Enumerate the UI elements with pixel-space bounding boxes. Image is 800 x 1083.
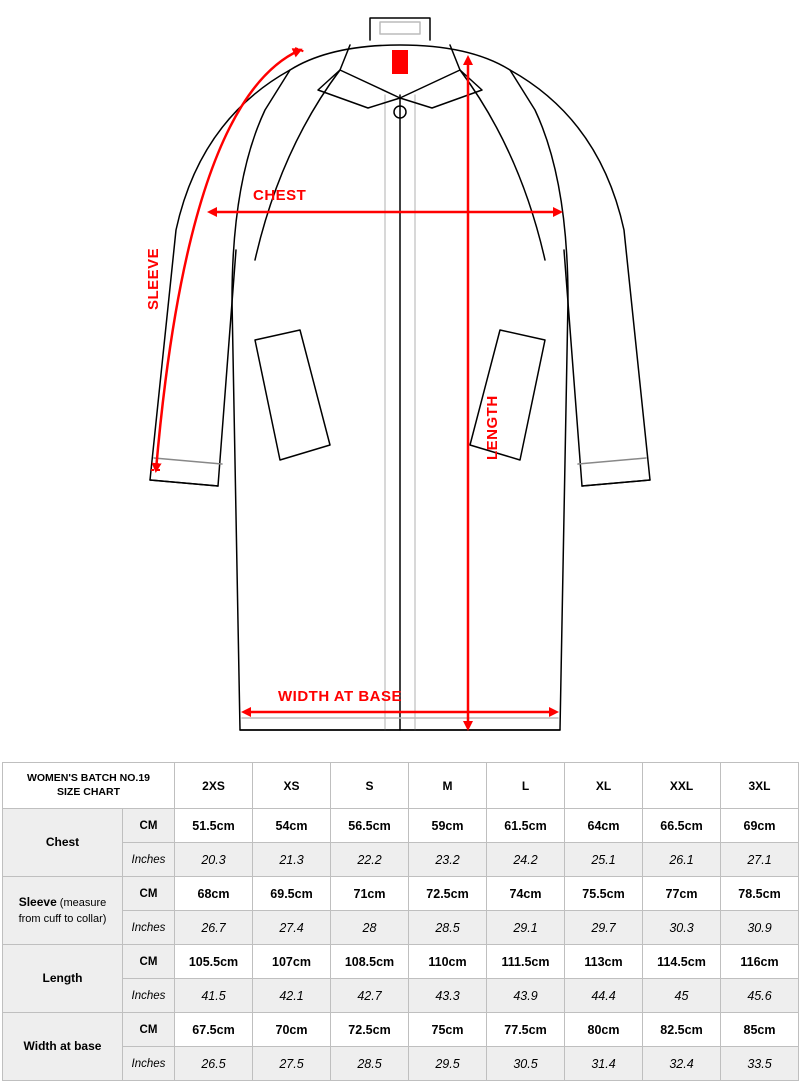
value-in: 29.7 [565, 911, 643, 945]
value-cm: 77.5cm [487, 1013, 565, 1047]
value-cm: 78.5cm [721, 877, 799, 911]
value-in: 30.5 [487, 1047, 565, 1081]
value-in: 29.1 [487, 911, 565, 945]
value-cm: 108.5cm [331, 945, 409, 979]
value-cm: 82.5cm [643, 1013, 721, 1047]
value-in: 41.5 [175, 979, 253, 1013]
unit-in: Inches [123, 843, 175, 877]
value-in: 33.5 [721, 1047, 799, 1081]
value-in: 20.3 [175, 843, 253, 877]
value-in: 43.3 [409, 979, 487, 1013]
value-cm: 69.5cm [253, 877, 331, 911]
value-cm: 68cm [175, 877, 253, 911]
value-in: 30.9 [721, 911, 799, 945]
value-cm: 113cm [565, 945, 643, 979]
value-in: 42.7 [331, 979, 409, 1013]
value-in: 24.2 [487, 843, 565, 877]
value-cm: 64cm [565, 809, 643, 843]
coat-svg [0, 0, 800, 760]
value-in: 44.4 [565, 979, 643, 1013]
unit-cm: CM [123, 809, 175, 843]
size-chart-table: WOMEN'S BATCH NO.19 SIZE CHART 2XS XS S … [2, 762, 799, 1081]
value-in: 22.2 [331, 843, 409, 877]
value-in: 27.5 [253, 1047, 331, 1081]
value-cm: 105.5cm [175, 945, 253, 979]
value-cm: 110cm [409, 945, 487, 979]
value-cm: 56.5cm [331, 809, 409, 843]
size-head: XS [253, 763, 331, 809]
label-width-at-base: WIDTH AT BASE [278, 688, 402, 705]
unit-cm: CM [123, 877, 175, 911]
value-cm: 85cm [721, 1013, 799, 1047]
measure-label: Width at base [3, 1013, 123, 1081]
unit-cm: CM [123, 1013, 175, 1047]
value-cm: 51.5cm [175, 809, 253, 843]
value-cm: 69cm [721, 809, 799, 843]
value-in: 31.4 [565, 1047, 643, 1081]
value-cm: 72.5cm [409, 877, 487, 911]
size-head: M [409, 763, 487, 809]
table-header: WOMEN'S BATCH NO.19 SIZE CHART 2XS XS S … [3, 763, 799, 809]
value-cm: 54cm [253, 809, 331, 843]
value-in: 28 [331, 911, 409, 945]
value-cm: 59cm [409, 809, 487, 843]
unit-in: Inches [123, 1047, 175, 1081]
value-in: 26.7 [175, 911, 253, 945]
title-line1: WOMEN'S BATCH NO.19 [27, 772, 150, 784]
unit-cm: CM [123, 945, 175, 979]
value-cm: 114.5cm [643, 945, 721, 979]
table-title: WOMEN'S BATCH NO.19 SIZE CHART [3, 763, 175, 809]
size-head: S [331, 763, 409, 809]
value-in: 45.6 [721, 979, 799, 1013]
size-head: L [487, 763, 565, 809]
label-length: LENGTH [484, 395, 501, 460]
value-cm: 80cm [565, 1013, 643, 1047]
value-in: 25.1 [565, 843, 643, 877]
value-cm: 107cm [253, 945, 331, 979]
value-cm: 66.5cm [643, 809, 721, 843]
size-head: XXL [643, 763, 721, 809]
value-cm: 61.5cm [487, 809, 565, 843]
value-in: 28.5 [331, 1047, 409, 1081]
title-line2: SIZE CHART [57, 786, 120, 798]
value-cm: 74cm [487, 877, 565, 911]
unit-in: Inches [123, 911, 175, 945]
size-head: XL [565, 763, 643, 809]
value-in: 26.1 [643, 843, 721, 877]
value-in: 21.3 [253, 843, 331, 877]
measure-label: Chest [3, 809, 123, 877]
value-in: 42.1 [253, 979, 331, 1013]
unit-in: Inches [123, 979, 175, 1013]
coat-diagram: CHEST LENGTH WIDTH AT BASE SLEEVE [0, 0, 800, 760]
value-cm: 75cm [409, 1013, 487, 1047]
value-cm: 72.5cm [331, 1013, 409, 1047]
value-in: 29.5 [409, 1047, 487, 1081]
value-in: 27.4 [253, 911, 331, 945]
measure-label: Length [3, 945, 123, 1013]
value-in: 32.4 [643, 1047, 721, 1081]
size-head: 3XL [721, 763, 799, 809]
value-cm: 116cm [721, 945, 799, 979]
value-in: 30.3 [643, 911, 721, 945]
value-cm: 67.5cm [175, 1013, 253, 1047]
label-sleeve: SLEEVE [145, 248, 162, 310]
value-in: 45 [643, 979, 721, 1013]
value-in: 26.5 [175, 1047, 253, 1081]
value-cm: 77cm [643, 877, 721, 911]
value-cm: 71cm [331, 877, 409, 911]
label-chest: CHEST [253, 187, 306, 204]
value-cm: 111.5cm [487, 945, 565, 979]
size-head: 2XS [175, 763, 253, 809]
value-cm: 70cm [253, 1013, 331, 1047]
value-in: 28.5 [409, 911, 487, 945]
value-cm: 75.5cm [565, 877, 643, 911]
measure-label: Sleeve (measure from cuff to collar) [3, 877, 123, 945]
value-in: 23.2 [409, 843, 487, 877]
value-in: 27.1 [721, 843, 799, 877]
table-body: ChestCM51.5cm54cm56.5cm59cm61.5cm64cm66.… [3, 809, 799, 1081]
value-in: 43.9 [487, 979, 565, 1013]
